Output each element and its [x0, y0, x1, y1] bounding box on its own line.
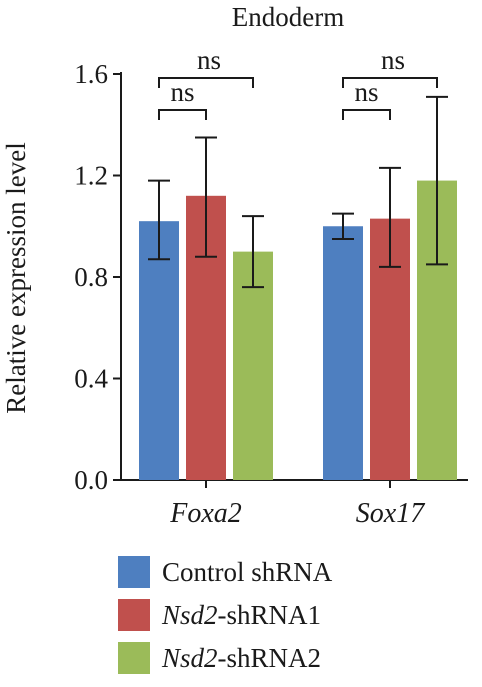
- significance-bracket: [158, 77, 254, 88]
- bar-sox17-series-0: [323, 226, 363, 480]
- y-tick-label: 0.8: [74, 262, 108, 292]
- y-tick-label: 1.2: [74, 161, 108, 191]
- chart-title: Endoderm: [232, 2, 344, 32]
- y-axis-label: Relative expression level: [1, 142, 31, 413]
- significance-label: ns: [381, 45, 405, 75]
- legend-item: Nsd2-shRNA1: [118, 599, 332, 631]
- legend-label: Control shRNA: [162, 556, 333, 587]
- significance-bracket: [158, 109, 207, 120]
- bar-foxa2-series-2: [233, 251, 273, 480]
- significance-label: ns: [354, 77, 378, 107]
- significance-bracket: [342, 109, 391, 120]
- y-tick-label: 0.0: [74, 465, 108, 495]
- y-tick-label: 1.6: [74, 59, 108, 89]
- y-tick-label: 0.4: [74, 364, 108, 394]
- legend-swatch-shrna2: [118, 642, 150, 674]
- legend-swatch-control: [118, 556, 150, 588]
- legend-item: Nsd2-shRNA2: [118, 642, 332, 674]
- legend-label: Nsd2-shRNA2: [162, 642, 322, 673]
- legend-item: Control shRNA: [118, 556, 332, 588]
- legend-label: Nsd2-shRNA1: [162, 599, 322, 630]
- significance-bracket: [342, 77, 438, 88]
- x-tick-label: Sox17: [356, 498, 425, 529]
- legend: Control shRNA Nsd2-shRNA1 Nsd2-shRNA2: [118, 556, 332, 685]
- significance-label: ns: [197, 45, 221, 75]
- bar-chart: Endoderm Relative expression level 0.0 0.…: [1, 2, 468, 529]
- bar-foxa2-series-0: [139, 221, 179, 481]
- x-tick-label: Foxa2: [169, 498, 242, 529]
- legend-swatch-shrna1: [118, 599, 150, 631]
- significance-label: ns: [170, 77, 194, 107]
